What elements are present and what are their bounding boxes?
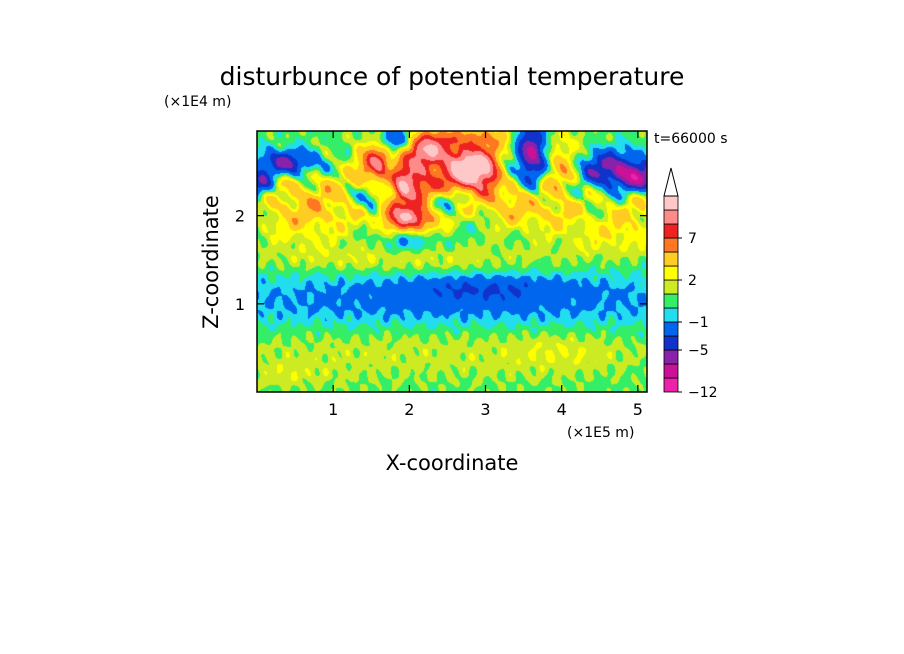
colorbar-swatch (663, 251, 679, 267)
colorbar-swatch (663, 307, 679, 323)
colorbar-swatch (663, 293, 679, 309)
y-axis-ticks: 12 (235, 207, 647, 314)
x-tick-label: 4 (557, 400, 567, 419)
colorbar-swatch (663, 321, 679, 337)
chart-title: disturbunce of potential temperature (220, 62, 685, 91)
x-axis-ticks: 1 2 3 4 5 (328, 131, 643, 419)
contour-field (257, 131, 647, 392)
colorbar-label: −5 (688, 343, 709, 359)
colorbar-swatch (663, 349, 679, 365)
time-label: t=66000 s (654, 131, 728, 147)
colorbar-swatch (663, 195, 679, 211)
colorbar: −12−5−127 (663, 167, 718, 401)
colorbar-swatch (663, 377, 679, 393)
colorbar-swatch (663, 335, 679, 351)
y-unit-label: (×1E4 m) (164, 94, 231, 110)
x-tick-label: 1 (328, 400, 338, 419)
colorbar-extend-arrow (663, 167, 679, 197)
x-tick-label: 2 (404, 400, 414, 419)
colorbar-label: −1 (688, 315, 709, 331)
colorbar-label: 2 (688, 273, 697, 289)
colorbar-swatch (663, 223, 679, 239)
y-tick-label: 1 (235, 295, 245, 314)
y-axis-title: Z-coordinate (199, 195, 223, 329)
y-tick-label: 2 (235, 207, 245, 226)
colorbar-swatch (663, 363, 679, 379)
x-tick-label: 5 (633, 400, 643, 419)
x-tick-label: 3 (480, 400, 490, 419)
colorbar-label: −12 (688, 385, 718, 401)
x-axis-title: X-coordinate (386, 451, 519, 475)
colorbar-swatch (663, 209, 679, 225)
colorbar-swatch (663, 279, 679, 295)
colorbar-label: 7 (688, 231, 697, 247)
plot-frame (256, 130, 648, 393)
colorbar-swatch (663, 265, 679, 281)
x-unit-label: (×1E5 m) (567, 425, 634, 441)
colorbar-swatch (663, 237, 679, 253)
